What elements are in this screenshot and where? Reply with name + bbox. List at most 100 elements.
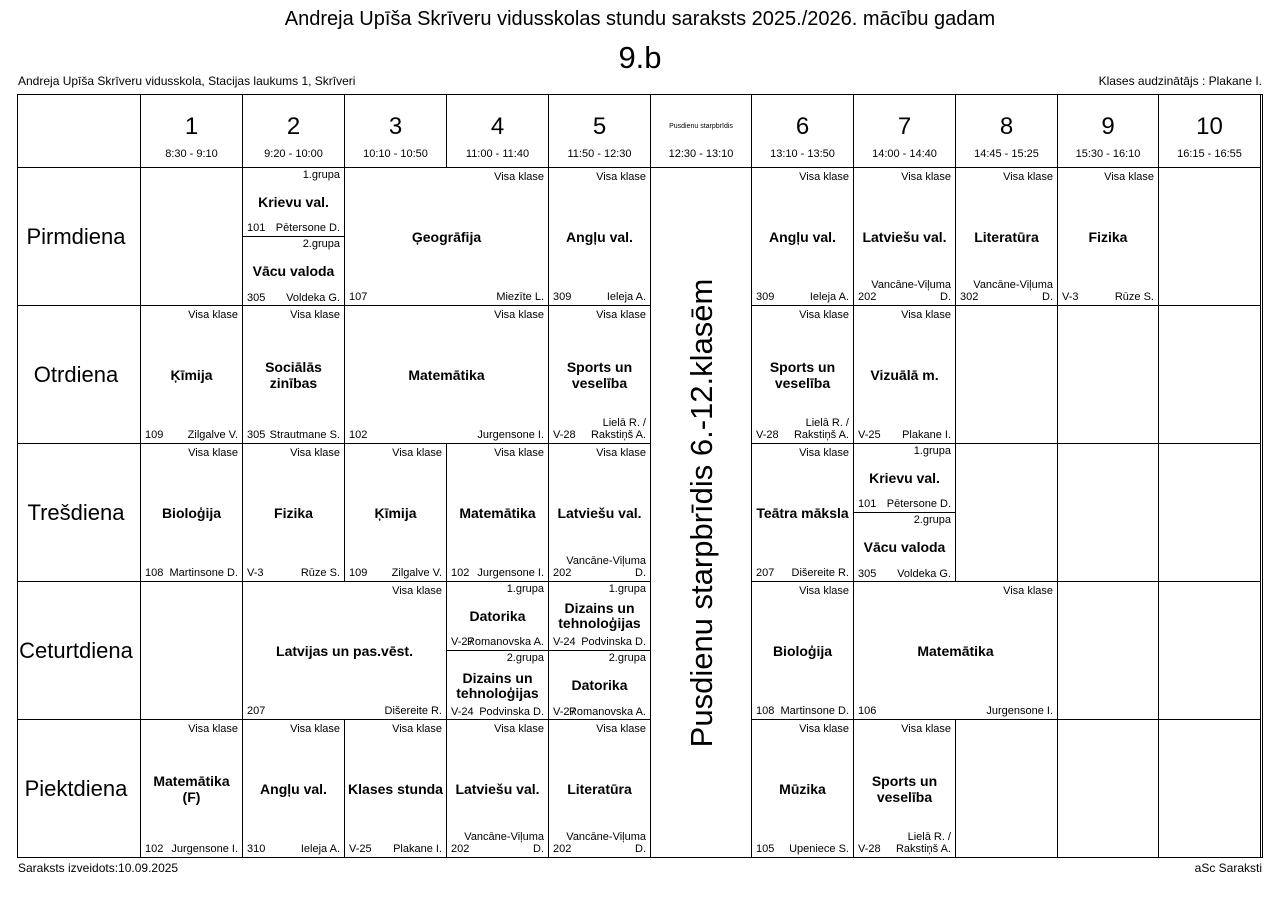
lesson-subject: Latviešu val.	[551, 460, 648, 565]
lesson-subject: Matemātika	[449, 460, 546, 565]
lesson-subject: Krievu val.	[245, 182, 342, 222]
lesson-group: Visa klase	[799, 171, 849, 183]
lesson-teacher: Vancāne-Viļuma D.	[972, 279, 1053, 303]
lesson-subject: Latviešu val.	[449, 736, 546, 841]
lesson-cell: Visa klaseLiteratūra302Vancāne-Viļuma D.	[956, 168, 1058, 306]
period-header: 1016:15 - 16:55	[1159, 95, 1261, 168]
lesson-room: 108	[145, 567, 163, 579]
lesson-subject: Sociālās zinības	[245, 322, 342, 427]
lesson-cell: Visa klaseBioloģija108Martinsone D.	[141, 444, 243, 582]
lesson-cell: Visa klaseBioloģija108Martinsone D.	[752, 582, 854, 720]
empty-cell	[141, 582, 243, 720]
empty-cell	[1058, 306, 1159, 444]
lesson-subject: Angļu val.	[551, 184, 648, 289]
lesson-group: Visa klase	[494, 447, 544, 459]
lesson-subject: Angļu val.	[754, 184, 851, 289]
lesson-subject: Bioloģija	[754, 598, 851, 703]
lesson-subject: Ģeogrāfija	[347, 184, 546, 289]
lesson-room: 106	[858, 705, 876, 717]
empty-cell	[141, 168, 243, 306]
period-number: 4	[447, 113, 548, 141]
lesson-cell: 1.grupaDizains un tehnoloģijasV-24Podvin…	[549, 582, 651, 720]
lesson-teacher: Strautmane S.	[270, 429, 340, 441]
lesson-teacher: Vancāne-Viļuma D.	[870, 279, 951, 303]
lesson-subject: Literatūra	[958, 184, 1055, 289]
lesson-room: 310	[247, 843, 265, 855]
break-body: Pusdienu starpbrīdis 6.-12.klasēm	[651, 168, 752, 858]
lesson-subject: Fizika	[1060, 184, 1156, 289]
period-number: 6	[752, 113, 853, 141]
lesson-teacher: Dišereite R.	[792, 567, 849, 579]
lesson-teacher: Romanovska A.	[467, 636, 544, 648]
break-time: 12:30 - 13:10	[651, 148, 751, 160]
group-half: 2.grupaDatorikaV-27Romanovska A.	[549, 651, 650, 720]
period-time: 11:00 - 11:40	[447, 148, 548, 160]
lesson-group: 2.grupa	[914, 514, 951, 526]
lesson-subject: Matemātika	[347, 322, 546, 427]
lesson-room: 305	[247, 292, 265, 304]
lesson-group: Visa klase	[901, 723, 951, 735]
day-label-cell: Ceturtdiena	[18, 582, 141, 720]
day-label-cell: Otrdiena	[18, 306, 141, 444]
generator: aSc Saraksti	[1195, 861, 1262, 875]
lesson-subject: Vizuālā m.	[856, 322, 953, 427]
period-time: 15:30 - 16:10	[1058, 148, 1158, 160]
lesson-teacher: Vancāne-Viļuma D.	[565, 831, 646, 855]
group-half: 2.grupaVācu valoda305Voldeka G.	[854, 513, 955, 582]
lesson-teacher: Pētersone D.	[276, 222, 340, 234]
lesson-room: V-3	[1062, 291, 1079, 303]
period-time: 9:20 - 10:00	[243, 148, 344, 160]
lesson-teacher: Jurgensone I.	[477, 567, 544, 579]
lesson-cell: Visa klaseĢeogrāfija107Miezīte L.	[345, 168, 549, 306]
period-number: 1	[141, 113, 242, 141]
lesson-teacher: Ieleja A.	[810, 291, 849, 303]
lesson-subject: Matemātika (F)	[143, 736, 240, 841]
lesson-cell: Visa klaseSports un veselībaV-28Lielā R.…	[549, 306, 651, 444]
group-half: 2.grupaVācu valoda305Voldeka G.	[243, 237, 344, 306]
period-header: 714:00 - 14:40	[854, 95, 956, 168]
lesson-room: 109	[349, 567, 367, 579]
lesson-teacher: Jurgensone I.	[986, 705, 1053, 717]
title: Andreja Upīša Skrīveru vidusskolas stund…	[0, 8, 1280, 31]
lesson-subject: Datorika	[449, 596, 546, 636]
lesson-group: Visa klase	[901, 171, 951, 183]
lesson-subject: Ķīmija	[347, 460, 444, 565]
lesson-subject: Sports un veselība	[856, 736, 953, 841]
lesson-group: Visa klase	[188, 309, 238, 321]
lesson-group: Visa klase	[1104, 171, 1154, 183]
lesson-teacher: Rūze S.	[301, 567, 340, 579]
day-name: Piektdiena	[18, 720, 134, 857]
lesson-teacher: Vancāne-Viļuma D.	[463, 831, 544, 855]
corner-cell	[18, 95, 141, 168]
lesson-subject: Sports un veselība	[551, 322, 648, 427]
lesson-teacher: Upeniece S.	[789, 843, 849, 855]
lesson-group: 2.grupa	[609, 652, 646, 664]
lesson-teacher: Miezīte L.	[496, 291, 544, 303]
lesson-group: Visa klase	[1003, 585, 1053, 597]
period-number: 2	[243, 113, 344, 141]
lesson-cell: Visa klaseSports un veselībaV-28Lielā R.…	[854, 720, 956, 858]
lesson-cell: Visa klaseKlases stundaV-25Plakane I.	[345, 720, 447, 858]
lesson-cell: Visa klaseTeātra māksla207Dišereite R.	[752, 444, 854, 582]
lesson-group: Visa klase	[392, 585, 442, 597]
lesson-teacher: Zilgalve V.	[188, 429, 238, 441]
lesson-teacher: Romanovska A.	[569, 706, 646, 718]
lesson-cell: Visa klaseLatviešu val.202Vancāne-Viļuma…	[854, 168, 956, 306]
lesson-subject: Fizika	[245, 460, 342, 565]
lesson-group: Visa klase	[290, 447, 340, 459]
lesson-room: 207	[756, 567, 774, 579]
lesson-group: Visa klase	[799, 309, 849, 321]
lesson-group: Visa klase	[290, 309, 340, 321]
group-half: 2.grupaDizains un tehnoloģijasV-24Podvin…	[447, 651, 548, 720]
school-address: Andreja Upīša Skrīveru vidusskola, Staci…	[18, 74, 355, 88]
lesson-room: V-25	[349, 843, 372, 855]
lesson-teacher: Jurgensone I.	[171, 843, 238, 855]
lesson-cell: Visa klaseAngļu val.309Ieleja A.	[752, 168, 854, 306]
period-number: 8	[956, 113, 1057, 141]
day-name: Otrdiena	[18, 306, 134, 443]
lesson-cell: Visa klaseLiteratūra202Vancāne-Viļuma D.	[549, 720, 651, 858]
lesson-room: 101	[858, 498, 876, 510]
lesson-teacher: Martinsone D.	[170, 567, 238, 579]
lesson-subject: Literatūra	[551, 736, 648, 841]
period-time: 14:00 - 14:40	[854, 148, 955, 160]
